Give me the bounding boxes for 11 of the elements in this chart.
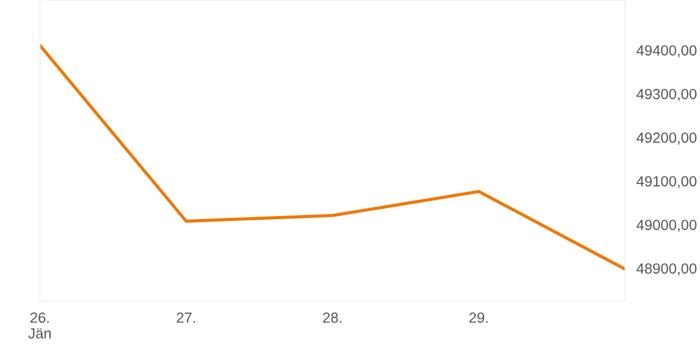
y-tick-label: 49000,00 [636,220,696,232]
x-tick-label: 28. [323,312,342,323]
y-tick-label: 49100,00 [636,176,696,188]
x-tick-label: 27. [176,312,196,323]
y-tick-label: 49400,00 [636,45,696,58]
x-tick-label: 26. Jän [28,312,51,339]
x-tick-label: 29. [469,312,488,323]
line-series [40,44,626,271]
y-tick-label: 49200,00 [636,132,696,145]
y-tick-label: 49300,00 [636,88,696,101]
y-tick-label: 48900,00 [636,263,696,276]
